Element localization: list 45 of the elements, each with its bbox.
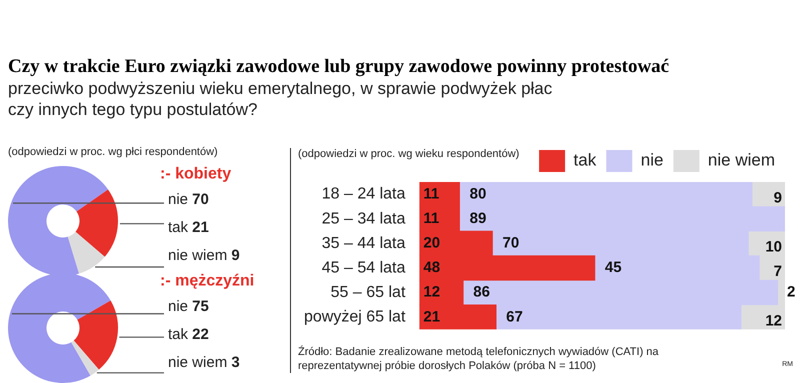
data-label: 9 [231,247,240,264]
legend-label: tak [574,150,597,170]
slice-label: nie [168,191,188,208]
data-label: 21 [192,219,209,236]
data-label: 89 [470,210,486,227]
data-label: 48 [423,259,440,276]
data-label: 67 [506,308,523,326]
text: przeciwko podwyższeniu wieku emerytalnego, w sprawie podwyżek płac czy innych tego typu postulatów? [8,78,554,120]
data-label: 7 [774,263,782,280]
slice-label: nie [168,298,188,316]
data-label: 22 [192,326,209,344]
data-label: 75 [192,298,209,316]
data-label: 12 [423,284,440,301]
data-label: 86 [473,284,490,301]
data-label: 70 [502,234,520,252]
chart-title: :- kobiety [160,165,232,182]
data-label: 9 [774,189,782,206]
data-label: 11 [423,210,440,227]
slice-label: nie wiem [168,247,228,264]
data-label: 12 [765,312,782,330]
y-tick-label: powyżej 65 lat [304,308,406,326]
slice-label: nie wiem [168,354,228,372]
legend-label: nie wiem [708,150,776,170]
text: Czy w trakcie Euro związki zawodowe lub grupy zawodowe powinny protestować [8,56,670,78]
data-label: 10 [765,238,782,256]
y-tick-label: 55 – 65 lat [330,284,406,301]
y-tick-label: 18 – 24 lata [322,186,406,203]
chart-title: :- mężczyźni [160,272,254,290]
y-tick-label: 45 – 54 lata [322,259,406,276]
y-tick-label: 25 – 34 lata [322,210,406,228]
y-tick-label: 35 – 44 lata [322,234,406,252]
data-label: 45 [604,259,622,276]
data-label: 2 [787,284,796,301]
data-label: 20 [423,234,440,252]
chart-subtitle: (odpowiedzi w proc. wg wieku respondentów) [298,148,520,160]
legend-label: nie [640,150,664,170]
data-label: 80 [470,185,486,202]
data-label: 70 [192,191,209,208]
slice-label: tak [168,219,189,236]
slice-label: tak [168,326,189,344]
text: Źródło: Badanie zrealizowane metodą telefonicznych wywiadów (CATI) na reprezentatywnej próbie dorosłych Polaków (próba N = 1100) [298,345,660,373]
data-label: 21 [423,308,440,326]
chart-subtitle: (odpowiedzi w proc. wg płci respondentów) [8,146,218,158]
data-label: 3 [231,354,240,372]
data-label: 11 [423,185,440,202]
